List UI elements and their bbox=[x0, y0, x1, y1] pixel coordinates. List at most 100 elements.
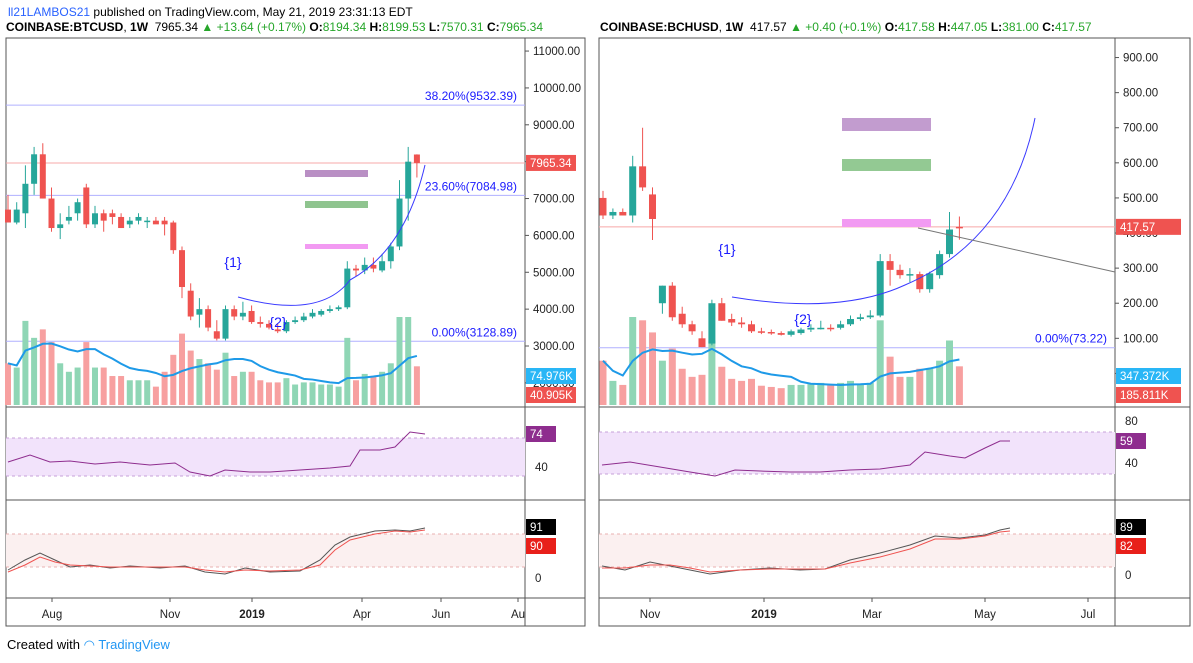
candle-body bbox=[135, 216, 142, 221]
stoch-d-badge bbox=[1116, 538, 1146, 554]
zone-green bbox=[842, 159, 931, 171]
stoch-y-tick: 0 bbox=[535, 573, 541, 585]
volume-bar bbox=[118, 376, 125, 405]
volume-ma-line bbox=[7, 342, 418, 385]
volume-bar bbox=[248, 371, 255, 405]
ohlc-low: 381.00 bbox=[1002, 20, 1039, 34]
candle-body bbox=[837, 324, 845, 328]
candle-body bbox=[152, 220, 159, 225]
tradingview-link[interactable]: TradingView bbox=[98, 637, 170, 652]
candle-body bbox=[326, 309, 333, 311]
candle-body bbox=[916, 274, 924, 290]
ohlc-close: 7965.34 bbox=[499, 20, 544, 34]
rsi-y-tick: 40 bbox=[535, 462, 548, 474]
interval: 1W bbox=[725, 20, 744, 34]
candle-body bbox=[728, 319, 736, 323]
candle-body bbox=[248, 310, 255, 323]
volume-bar bbox=[74, 367, 81, 405]
btc-chart: 11000.0010000.009000.008000.007000.00600… bbox=[5, 37, 586, 627]
volume-bar bbox=[718, 366, 726, 405]
volume-bar bbox=[379, 371, 386, 405]
volume-badge bbox=[1116, 387, 1181, 403]
y-tick-label: 7000.00 bbox=[533, 194, 575, 206]
candle-body bbox=[946, 229, 953, 255]
volume-bar bbox=[387, 363, 394, 405]
volume-bar bbox=[335, 386, 342, 405]
rsi-band bbox=[599, 432, 1115, 474]
price-badge bbox=[526, 154, 576, 171]
rsi-badge-text: 74 bbox=[530, 429, 543, 441]
last-price: 7965.34 bbox=[154, 20, 199, 34]
volume-badge-text: 185.811K bbox=[1120, 390, 1169, 402]
volume-bar bbox=[837, 382, 845, 405]
fib-label: 0.00%(3128.89) bbox=[432, 325, 517, 339]
fib-label: 0.00%(73.22) bbox=[1035, 332, 1107, 346]
rsi-badge bbox=[526, 426, 556, 442]
wave-label-2: {2} bbox=[269, 314, 286, 330]
candle-body bbox=[222, 309, 229, 339]
rsi-line bbox=[7, 431, 426, 477]
volume-bar bbox=[946, 340, 953, 405]
volume-bar bbox=[274, 382, 281, 405]
volume-bar bbox=[698, 374, 706, 405]
author-link[interactable]: ll21LAMBOS21 bbox=[8, 5, 91, 19]
x-tick-label: Apr bbox=[353, 609, 371, 621]
volume-badge-text: 40.905K bbox=[530, 390, 573, 402]
candle-body bbox=[231, 309, 238, 317]
price-badge-text: 7965.34 bbox=[530, 158, 572, 170]
zone-green bbox=[305, 201, 368, 208]
x-tick-label: Mar bbox=[862, 609, 882, 621]
candle-body bbox=[170, 222, 177, 251]
volume-bar bbox=[856, 384, 864, 405]
candle-body bbox=[688, 324, 696, 332]
volume-bar bbox=[609, 380, 617, 405]
candle-body bbox=[629, 166, 637, 216]
candle-body bbox=[239, 312, 246, 317]
stoch-y-tick: 0 bbox=[1125, 570, 1131, 582]
y-tick-label: 9000.00 bbox=[533, 120, 575, 132]
volume-ma-line bbox=[602, 347, 960, 387]
candle-body bbox=[283, 322, 290, 332]
symbol[interactable]: COINBASE:BCHUSD bbox=[600, 20, 719, 34]
interval: 1W bbox=[130, 20, 149, 34]
volume-bar bbox=[100, 367, 107, 405]
published-text: published on TradingView.com, May 21, 20… bbox=[93, 5, 413, 19]
volume-bar bbox=[807, 384, 815, 405]
candle-body bbox=[387, 246, 394, 262]
volume-bar bbox=[876, 320, 884, 405]
candle-body bbox=[396, 198, 403, 247]
candle-body bbox=[118, 216, 125, 229]
candle-body bbox=[936, 254, 944, 276]
candle-body bbox=[876, 261, 884, 316]
candle-body bbox=[639, 166, 647, 188]
candle-body bbox=[179, 250, 185, 288]
volume-bar bbox=[205, 363, 212, 405]
volume-bar bbox=[748, 378, 755, 405]
volume-bar bbox=[896, 376, 904, 405]
chart-frame bbox=[598, 37, 1191, 627]
candle-body bbox=[196, 309, 203, 315]
stoch-d-badge bbox=[526, 538, 556, 554]
stoch-d-badge-text: 90 bbox=[530, 541, 543, 553]
y-tick-label: 3000.00 bbox=[533, 341, 575, 353]
candle-body bbox=[187, 290, 194, 317]
candle-body bbox=[748, 324, 755, 332]
volume-bar bbox=[413, 366, 420, 405]
footer: Created with ◠ TradingView bbox=[7, 637, 170, 653]
bch-chart: 900.00800.00700.00600.00500.00400.00300.… bbox=[598, 37, 1191, 627]
wave-label-2: {2} bbox=[794, 311, 811, 327]
volume-bar bbox=[13, 367, 20, 405]
volume-bar bbox=[738, 380, 746, 405]
volume-bar bbox=[688, 376, 696, 405]
volume-bar bbox=[309, 382, 316, 405]
volume-ma-badge bbox=[1116, 368, 1181, 384]
candle-body bbox=[370, 264, 377, 269]
volume-bar bbox=[405, 317, 412, 405]
volume-bar bbox=[179, 333, 185, 405]
y-tick-label: 900.00 bbox=[1123, 53, 1158, 65]
symbol[interactable]: COINBASE:BTCUSD bbox=[6, 20, 124, 34]
y-tick-label: 700.00 bbox=[1123, 123, 1158, 135]
volume-bar bbox=[817, 382, 825, 405]
candle-body bbox=[318, 310, 325, 315]
